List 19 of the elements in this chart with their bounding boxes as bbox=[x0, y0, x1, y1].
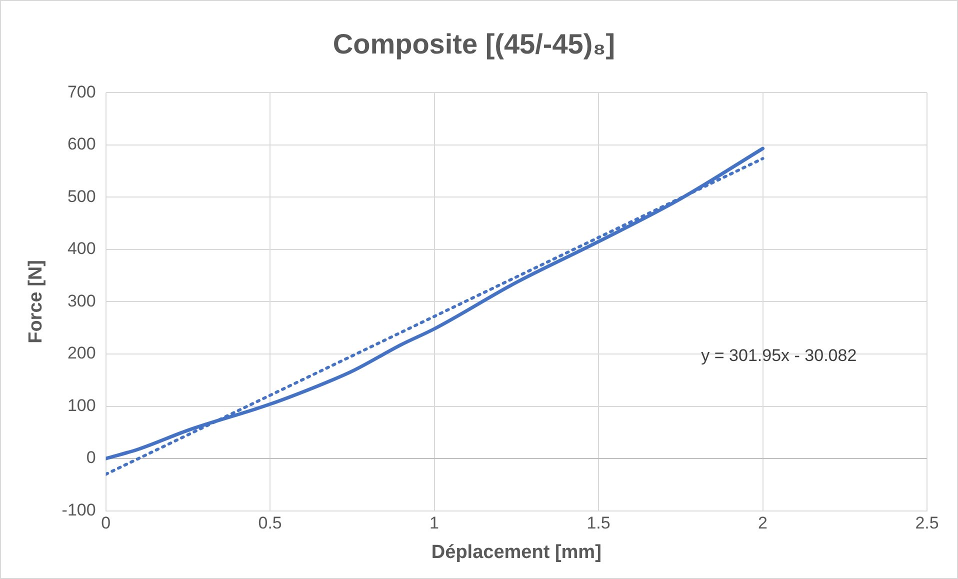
x-tick-label: 1 bbox=[430, 514, 440, 533]
y-tick-label: 500 bbox=[67, 186, 96, 206]
y-axis-title: Force [N] bbox=[26, 260, 47, 344]
y-tick-label: 600 bbox=[67, 134, 96, 154]
x-tick-label: 0 bbox=[101, 514, 111, 533]
chart-title: Composite [(45/-45)₈] bbox=[332, 28, 616, 60]
y-tick-label: 0 bbox=[86, 448, 96, 468]
y-tick-label: 400 bbox=[67, 239, 96, 258]
x-axis-title: Déplacement [mm] bbox=[431, 542, 602, 563]
y-tick-label: 100 bbox=[67, 396, 96, 415]
y-tick-label: 700 bbox=[67, 82, 96, 102]
annotation: y = 301.95x - 30.082 bbox=[701, 346, 857, 365]
y-tick-label: 300 bbox=[67, 291, 96, 310]
x-tick-label: 2.5 bbox=[915, 514, 939, 533]
y-tick-label: -100 bbox=[62, 500, 96, 520]
x-tick-label: 1.5 bbox=[586, 514, 610, 533]
x-tick-label: 0.5 bbox=[258, 514, 282, 533]
x-tick-label: 2 bbox=[758, 514, 768, 533]
y-tick-label: 200 bbox=[67, 344, 96, 363]
